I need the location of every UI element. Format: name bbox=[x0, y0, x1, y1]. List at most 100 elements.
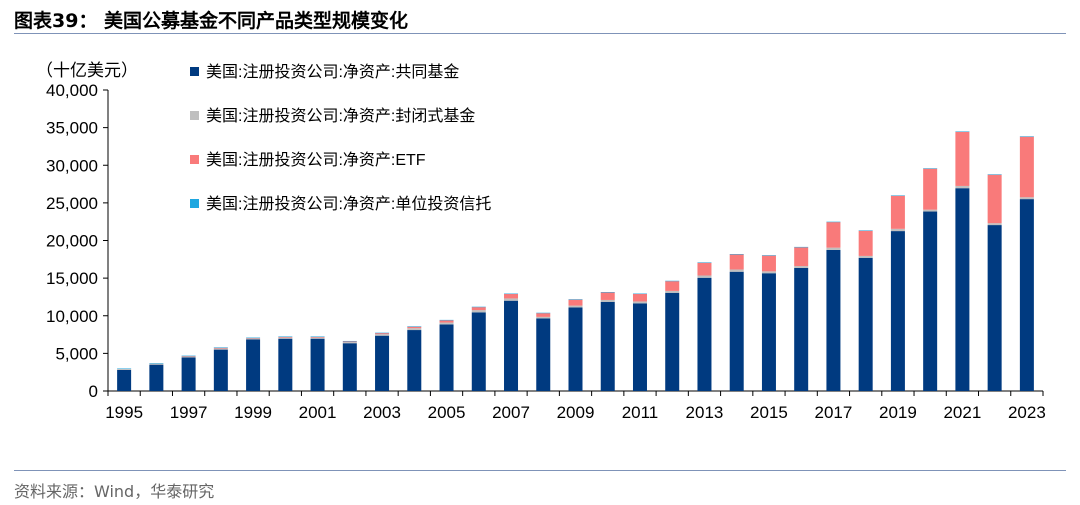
bar-segment-2010-s2 bbox=[600, 292, 615, 300]
y-tick-label: 40,000 bbox=[46, 81, 98, 100]
x-tick-label: 2007 bbox=[492, 403, 530, 422]
bar-segment-2008-s2 bbox=[536, 313, 551, 317]
bar-segment-2020-s1 bbox=[923, 209, 938, 212]
bar-segment-2005-s1 bbox=[439, 322, 454, 325]
bar-segment-2000-s2 bbox=[278, 336, 293, 338]
bar-segment-2013-s2 bbox=[697, 262, 712, 276]
bar-segment-2022-s1 bbox=[987, 223, 1002, 226]
bar-segment-2016-s0 bbox=[794, 267, 809, 391]
bar-segment-2012-s0 bbox=[665, 292, 680, 391]
bar-segment-2003-s0 bbox=[375, 335, 390, 391]
bar-segment-1997-s3 bbox=[181, 355, 196, 357]
bar-segment-2015-s1 bbox=[761, 271, 776, 274]
bar-segment-2009-s3 bbox=[568, 299, 583, 300]
bar-segment-2020-s2 bbox=[923, 168, 938, 210]
bar-segment-2007-s0 bbox=[504, 300, 519, 391]
bar-segment-1999-s0 bbox=[246, 339, 261, 391]
bar-segment-2002-s2 bbox=[342, 341, 357, 343]
bar-segment-2007-s2 bbox=[504, 293, 519, 299]
bar-segment-1995-s3 bbox=[117, 368, 132, 369]
bar-segment-2017-s0 bbox=[826, 249, 841, 391]
bar-segment-2011-s0 bbox=[632, 303, 647, 391]
bar-segment-2017-s1 bbox=[826, 247, 841, 250]
bar-segment-2005-s2 bbox=[439, 320, 454, 323]
bar-segment-1999-s1 bbox=[246, 338, 261, 340]
x-tick-label: 2015 bbox=[750, 403, 788, 422]
bar-segment-2001-s2 bbox=[310, 336, 325, 338]
legend-label: 美国:注册投资公司:净资产:ETF bbox=[206, 151, 426, 169]
bar-segment-2006-s2 bbox=[471, 307, 486, 311]
bar-segment-2008-s0 bbox=[536, 318, 551, 391]
bar-segment-2006-s0 bbox=[471, 312, 486, 391]
legend-swatch bbox=[190, 67, 199, 76]
bar-segment-1995-s1 bbox=[117, 368, 132, 370]
bar-segment-1995-s0 bbox=[117, 369, 132, 391]
bar-segment-1997-s2 bbox=[181, 356, 196, 357]
bar-segment-2019-s1 bbox=[890, 228, 905, 232]
x-tick-label: 2009 bbox=[557, 403, 595, 422]
bar-segment-1999-s2 bbox=[246, 337, 261, 339]
bar-segment-2011-s2 bbox=[632, 293, 647, 302]
bar-segment-2021-s0 bbox=[955, 188, 970, 391]
source-note: 资料来源：Wind，华泰研究 bbox=[14, 482, 215, 501]
bar-segment-1996-s3 bbox=[149, 363, 164, 364]
bar-segment-2021-s2 bbox=[955, 131, 970, 186]
y-axis-unit-label: （十亿美元） bbox=[36, 61, 138, 81]
bar-segment-2001-s0 bbox=[310, 338, 325, 391]
y-tick-label: 35,000 bbox=[46, 119, 98, 138]
bar-segment-2000-s3 bbox=[278, 336, 293, 337]
x-tick-label: 2017 bbox=[815, 403, 853, 422]
bar-segment-2021-s1 bbox=[955, 185, 970, 189]
bar-segment-2016-s1 bbox=[794, 266, 809, 268]
bar-segment-2007-s1 bbox=[504, 298, 519, 301]
bar-segment-2014-s2 bbox=[729, 254, 744, 270]
bar-segment-2005-s3 bbox=[439, 319, 454, 321]
legend-label: 美国:注册投资公司:净资产:单位投资信托 bbox=[206, 195, 491, 213]
bar-segment-2007-s3 bbox=[504, 293, 519, 295]
bar-segment-2018-s3 bbox=[858, 230, 873, 231]
bar-segment-2023-s0 bbox=[1019, 199, 1034, 391]
bar-segment-2016-s2 bbox=[794, 247, 809, 267]
stacked-bar-chart: 0 5,000 10,000 15,000 20,000 25,000 30,000 35,0… bbox=[46, 63, 1046, 422]
bar-segment-2018-s2 bbox=[858, 230, 873, 256]
bar-segment-2011-s3 bbox=[632, 293, 647, 295]
bar-segment-2006-s3 bbox=[471, 306, 486, 308]
bar-segment-2005-s0 bbox=[439, 324, 454, 391]
bar-segment-2013-s0 bbox=[697, 277, 712, 391]
bar-segment-2014-s0 bbox=[729, 271, 744, 391]
bar-segment-2001-s1 bbox=[310, 337, 325, 339]
bar-segment-1997-s0 bbox=[181, 357, 196, 391]
bar-segment-2006-s1 bbox=[471, 310, 486, 313]
bar-segment-2018-s0 bbox=[858, 257, 873, 391]
x-tick-label: 2001 bbox=[299, 403, 337, 422]
bar-segment-2014-s1 bbox=[729, 269, 744, 272]
y-tick-label: 30,000 bbox=[46, 156, 98, 175]
bar-segment-1998-s0 bbox=[213, 349, 228, 391]
x-tick-label: 2023 bbox=[1008, 403, 1046, 422]
bar-segment-2019-s3 bbox=[890, 195, 905, 196]
bar-segment-2012-s2 bbox=[665, 281, 680, 291]
bar-segment-2004-s0 bbox=[407, 330, 422, 391]
bar-segment-2008-s1 bbox=[536, 316, 551, 319]
bar-segment-2022-s3 bbox=[987, 174, 1002, 175]
bar-segment-2013-s3 bbox=[697, 262, 712, 263]
x-tick-label: 2011 bbox=[622, 403, 659, 422]
y-tick-label: 15,000 bbox=[46, 269, 98, 288]
bar-segment-1998-s3 bbox=[213, 347, 228, 348]
y-tick-label: 0 bbox=[89, 382, 98, 401]
bar-segment-2002-s1 bbox=[342, 342, 357, 344]
bar-segment-1998-s1 bbox=[213, 348, 228, 350]
legend-swatch bbox=[190, 155, 199, 164]
bar-segment-2009-s0 bbox=[568, 307, 583, 391]
bar-segment-2001-s3 bbox=[310, 336, 325, 337]
bar-segment-2018-s1 bbox=[858, 255, 873, 258]
source-rule bbox=[14, 470, 1066, 471]
bar-segment-2021-s3 bbox=[955, 131, 970, 132]
bar-segment-2009-s1 bbox=[568, 305, 583, 308]
bar-segment-1997-s1 bbox=[181, 356, 196, 358]
bar-segment-2000-s0 bbox=[278, 338, 293, 391]
bar-segment-2014-s3 bbox=[729, 254, 744, 255]
bar-segment-2015-s2 bbox=[761, 255, 776, 272]
x-tick-label: 2005 bbox=[428, 403, 466, 422]
x-tick-label: 2019 bbox=[879, 403, 917, 422]
